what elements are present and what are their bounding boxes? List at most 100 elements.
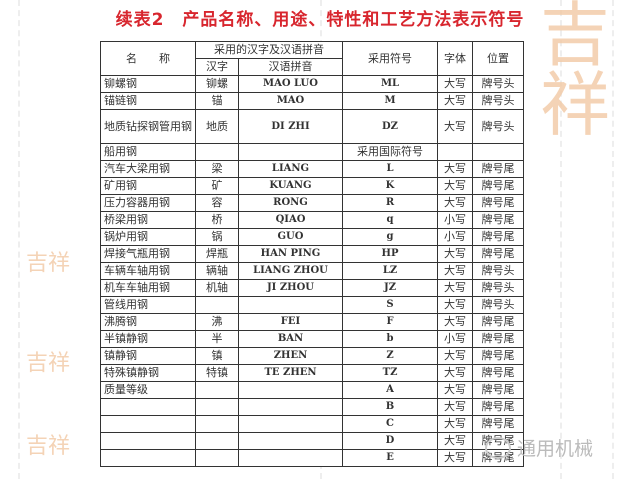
cell-pinyin: MAO LUO [238,75,343,93]
steel-symbol-table: 名 称 采用的汉字及汉语拼音 采用符号 字体 位置 汉字 汉语拼音 铆螺钢 铆螺 M… [100,41,524,467]
cell-position: 牌号头 [472,296,524,314]
table-row: 锚链钢锚 MAO M 大写 牌号头 [100,92,524,110]
table-row: 锅炉用钢锅 GUO g 小写 牌号尾 [100,228,524,246]
table-row: 铆螺钢 铆螺 MAO LUO ML 大写 牌号头 [100,75,524,93]
cell-name: 镇静钢 [100,347,196,365]
cell-hanzi [195,381,239,399]
cell-symbol: B [342,398,438,416]
cell-symbol: S [342,296,438,314]
cell-symbol: C [342,415,438,433]
cell-pinyin: QIAO [238,211,343,229]
cell-position: 牌号头 [472,262,524,280]
cell-pinyin: GUO [238,228,343,246]
header-hanzi: 汉字 [195,58,239,76]
cell-pinyin: KUANG [238,177,343,195]
cell-pinyin: JI ZHOU [238,279,343,297]
table-row: 特殊镇静钢 特镇 TE ZHEN TZ 大写 牌号尾 [100,364,524,382]
cell-symbol: b [342,330,438,348]
header-hanzi-pinyin: 采用的汉字及汉语拼音 [195,41,343,59]
cell-name [100,432,196,450]
cell-position: 牌号头 [472,109,524,144]
cell-hanzi: 锚 [195,92,239,110]
cell-position: 牌号尾 [472,347,524,365]
cell-symbol: DZ [342,109,438,144]
header-symbol: 采用符号 [342,41,438,76]
cell-symbol: 采用国际符号 [342,143,438,161]
cell-font: 大写 [437,245,473,263]
cell-name: 汽车大梁用钢 [100,160,196,178]
cell-symbol: F [342,313,438,331]
wechat-icon [485,436,511,459]
cell-hanzi [195,143,239,161]
cell-font: 大写 [437,92,473,110]
cell-name: 压力容器用钢 [100,194,196,212]
cell-position: 牌号尾 [472,398,524,416]
cell-position: 牌号尾 [472,245,524,263]
cell-symbol: A [342,381,438,399]
table-row: 压力容器用钢容 RONG R 大写 牌号尾 [100,194,524,212]
cell-pinyin [238,296,343,314]
cell-pinyin: HAN PING [238,245,343,263]
table-row: B 大写 牌号尾 [100,398,524,416]
cell-font: 大写 [437,109,473,144]
decor-line [612,0,614,479]
cell-position: 牌号尾 [472,330,524,348]
cell-hanzi [195,432,239,450]
table-row: D 大写 牌号尾 [100,432,524,450]
table-row: C 大写 牌号尾 [100,415,524,433]
table-row: 桥梁用钢桥 QIAO q 小写 牌号尾 [100,211,524,229]
cell-symbol: E [342,449,438,467]
cell-pinyin: LIANG [238,160,343,178]
cell-name: 机车车轴用钢 [100,279,196,297]
cell-symbol: g [342,228,438,246]
cell-hanzi: 辆轴 [195,262,239,280]
cell-font: 大写 [437,296,473,314]
cell-font: 大写 [437,177,473,195]
table-row: 机车车轴用钢 机轴 JI ZHOU JZ 大写 牌号头 [100,279,524,297]
cell-font: 小写 [437,330,473,348]
cell-symbol: K [342,177,438,195]
cell-hanzi: 沸 [195,313,239,331]
cell-symbol: TZ [342,364,438,382]
table-row: E 大写 牌号尾 [100,449,524,467]
cell-name [100,398,196,416]
cell-pinyin [238,415,343,433]
cell-hanzi: 容 [195,194,239,212]
watermark-text: 通用机械 [517,438,594,460]
cell-symbol: JZ [342,279,438,297]
cell-position: 牌号尾 [472,313,524,331]
table-row: 车辆车轴用钢 辆轴 LIANG ZHOU LZ 大写 牌号头 [100,262,524,280]
cell-symbol: D [342,432,438,450]
cell-hanzi [195,296,239,314]
cell-hanzi: 矿 [195,177,239,195]
cell-pinyin [238,381,343,399]
decorative-stamp: 吉祥 [540,0,610,146]
cell-name: 船用钢 [100,143,196,161]
table-row: 汽车大梁用钢梁 LIANG L 大写 牌号尾 [100,160,524,178]
cell-font [437,143,473,161]
cell-hanzi: 桥 [195,211,239,229]
cell-hanzi: 焊瓶 [195,245,239,263]
cell-name: 车辆车轴用钢 [100,262,196,280]
cell-pinyin: DI ZHI [238,109,343,144]
cell-pinyin: TE ZHEN [238,364,343,382]
table-row: 管线用钢 S 大写 牌号头 [100,296,524,314]
cell-symbol: q [342,211,438,229]
cell-pinyin: LIANG ZHOU [238,262,343,280]
cell-font: 大写 [437,279,473,297]
table-row: 船用钢 采用国际符号 [100,143,524,161]
decor-line [560,0,562,479]
cell-font: 大写 [437,262,473,280]
cell-pinyin: ZHEN [238,347,343,365]
cell-pinyin [238,398,343,416]
table-row: 质量等级 A 大写 牌号尾 [100,381,524,399]
cell-font: 大写 [437,160,473,178]
cell-pinyin: MAO [238,92,343,110]
cell-symbol: M [342,92,438,110]
table-row: 沸腾钢沸 FEI F 大写 牌号尾 [100,313,524,331]
cell-position: 牌号头 [472,279,524,297]
cell-hanzi: 梁 [195,160,239,178]
decor-line [18,0,20,479]
header-position: 位置 [472,41,524,76]
cell-font: 大写 [437,398,473,416]
